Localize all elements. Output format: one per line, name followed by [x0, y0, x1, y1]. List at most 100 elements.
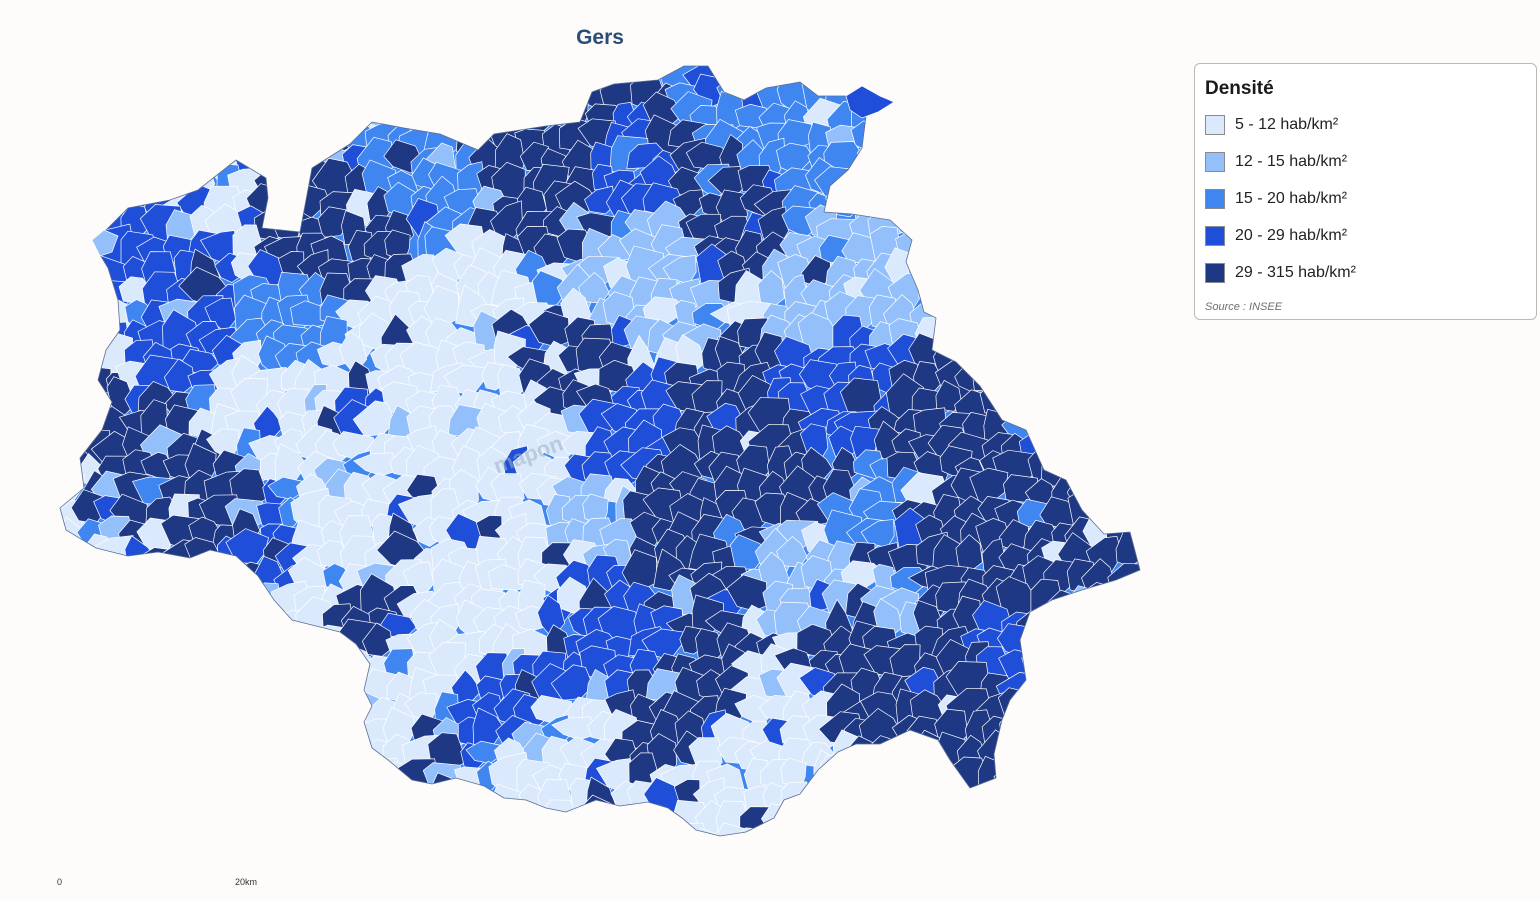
commune[interactable]: [952, 791, 992, 837]
commune[interactable]: [338, 41, 380, 71]
commune[interactable]: [366, 757, 399, 789]
commune[interactable]: [276, 64, 310, 111]
commune[interactable]: [208, 51, 238, 87]
commune[interactable]: [983, 59, 1013, 99]
commune[interactable]: [1083, 85, 1126, 109]
commune[interactable]: [200, 667, 242, 710]
commune[interactable]: [270, 716, 310, 749]
commune[interactable]: [1023, 334, 1053, 376]
commune[interactable]: [1044, 781, 1092, 817]
commune[interactable]: [92, 785, 133, 823]
commune[interactable]: [35, 603, 66, 638]
commune[interactable]: [190, 70, 222, 119]
commune[interactable]: [338, 663, 367, 709]
commune[interactable]: [275, 140, 309, 183]
commune[interactable]: [975, 202, 1014, 235]
commune[interactable]: [820, 754, 857, 791]
commune[interactable]: [852, 792, 889, 837]
commune[interactable]: [554, 826, 594, 858]
commune[interactable]: [1089, 119, 1126, 155]
commune[interactable]: [871, 33, 905, 70]
commune[interactable]: [974, 800, 1006, 832]
commune[interactable]: [800, 803, 830, 833]
commune[interactable]: [71, 97, 117, 131]
commune[interactable]: [180, 608, 223, 644]
commune[interactable]: [289, 799, 332, 837]
commune[interactable]: [1026, 249, 1060, 294]
commune[interactable]: [77, 42, 114, 89]
commune[interactable]: [536, 827, 576, 869]
commune[interactable]: [229, 622, 260, 670]
commune[interactable]: [271, 643, 304, 681]
commune[interactable]: [937, 95, 968, 127]
commune[interactable]: [71, 585, 112, 615]
commune[interactable]: [514, 52, 554, 95]
commune[interactable]: [1019, 105, 1065, 134]
commune[interactable]: [54, 72, 89, 120]
commune[interactable]: [1044, 146, 1083, 188]
commune[interactable]: [70, 37, 104, 68]
commune[interactable]: [34, 297, 76, 335]
commune[interactable]: [562, 806, 599, 842]
commune[interactable]: [1091, 159, 1130, 205]
commune[interactable]: [245, 666, 284, 707]
map-canvas[interactable]: [0, 0, 1180, 900]
commune[interactable]: [1039, 31, 1076, 80]
commune[interactable]: [1065, 141, 1104, 176]
commune[interactable]: [1089, 763, 1129, 798]
commune[interactable]: [215, 709, 250, 754]
commune[interactable]: [407, 829, 435, 861]
commune[interactable]: [320, 690, 357, 725]
commune[interactable]: [1084, 204, 1127, 242]
commune[interactable]: [753, 823, 798, 869]
commune[interactable]: [1110, 472, 1146, 511]
commune[interactable]: [47, 717, 97, 757]
commune[interactable]: [159, 709, 199, 745]
commune[interactable]: [102, 626, 130, 657]
commune[interactable]: [38, 226, 66, 268]
commune[interactable]: [52, 386, 83, 416]
commune[interactable]: [1091, 771, 1130, 816]
commune[interactable]: [1046, 325, 1087, 360]
commune[interactable]: [248, 828, 289, 860]
commune[interactable]: [214, 120, 245, 151]
commune[interactable]: [270, 100, 307, 132]
commune[interactable]: [1068, 402, 1098, 450]
commune[interactable]: [75, 138, 105, 179]
commune[interactable]: [1006, 739, 1034, 772]
commune[interactable]: [30, 760, 68, 800]
commune[interactable]: [228, 734, 263, 777]
commune[interactable]: [94, 654, 133, 689]
commune[interactable]: [119, 584, 155, 619]
commune[interactable]: [1084, 715, 1123, 746]
commune[interactable]: [106, 49, 137, 87]
commune[interactable]: [73, 804, 108, 837]
commune[interactable]: [1048, 56, 1073, 92]
commune[interactable]: [955, 334, 985, 371]
commune[interactable]: [611, 812, 644, 841]
commune[interactable]: [298, 65, 336, 113]
commune[interactable]: [74, 166, 116, 202]
commune[interactable]: [889, 777, 922, 812]
commune[interactable]: [864, 144, 900, 182]
commune[interactable]: [334, 781, 374, 818]
commune[interactable]: [1089, 730, 1123, 767]
commune[interactable]: [997, 291, 1034, 329]
commune[interactable]: [303, 636, 332, 667]
commune[interactable]: [1105, 698, 1145, 727]
commune[interactable]: [409, 28, 443, 65]
commune[interactable]: [845, 54, 885, 91]
commune[interactable]: [982, 36, 1013, 70]
commune[interactable]: [32, 358, 62, 406]
commune[interactable]: [59, 238, 91, 273]
commune[interactable]: [849, 782, 882, 812]
commune[interactable]: [415, 799, 440, 832]
commune[interactable]: [1022, 321, 1062, 347]
commune[interactable]: [1064, 446, 1104, 487]
commune[interactable]: [1025, 804, 1067, 843]
commune[interactable]: [914, 94, 953, 131]
commune[interactable]: [359, 49, 403, 87]
commune[interactable]: [28, 264, 72, 301]
commune[interactable]: [1111, 715, 1146, 755]
commune[interactable]: [865, 57, 905, 96]
